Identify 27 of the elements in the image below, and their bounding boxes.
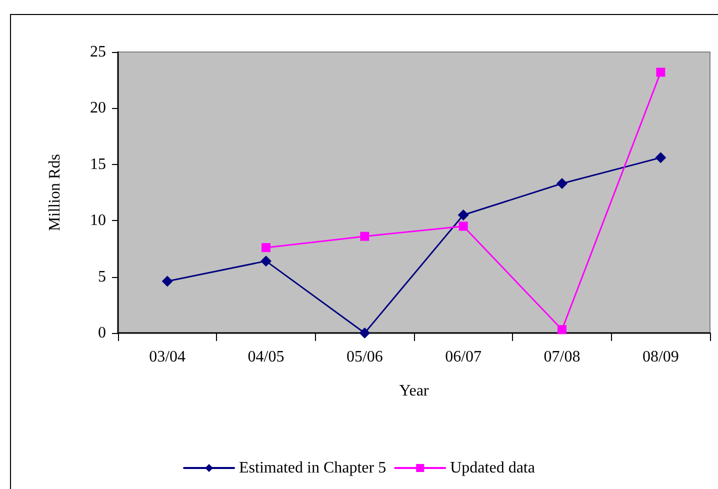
- y-tick-label: 10: [90, 212, 106, 230]
- y-axis-title: Million Rds: [46, 154, 64, 231]
- point: [556, 178, 568, 190]
- point: [656, 68, 666, 77]
- legend-label: Updated data: [450, 460, 535, 476]
- point: [558, 325, 566, 334]
- point: [458, 222, 468, 231]
- x-tick-label: 04/05: [248, 348, 284, 366]
- point: [360, 232, 370, 241]
- y-tick-label: 20: [90, 100, 106, 117]
- point: [655, 152, 666, 164]
- point: [458, 209, 469, 220]
- point: [262, 243, 270, 252]
- legend-label: Estimated in Chapter 5: [239, 460, 386, 476]
- point: [162, 276, 173, 287]
- point: [359, 328, 370, 338]
- y-tick-label: 25: [90, 44, 106, 60]
- x-tick-label: 03/04: [149, 348, 186, 366]
- x-tick-label: 06/07: [445, 348, 482, 366]
- y-tick-label: 5: [98, 268, 106, 286]
- x-tick-label: 08/09: [642, 348, 679, 366]
- y-tick-label: 15: [90, 156, 106, 173]
- x-tick-label: 05/06: [346, 348, 383, 366]
- x-axis-title: Year: [399, 382, 430, 400]
- point: [260, 256, 272, 267]
- y-tick-label: 0: [98, 324, 106, 342]
- x-tick-label: 07/08: [544, 348, 580, 366]
